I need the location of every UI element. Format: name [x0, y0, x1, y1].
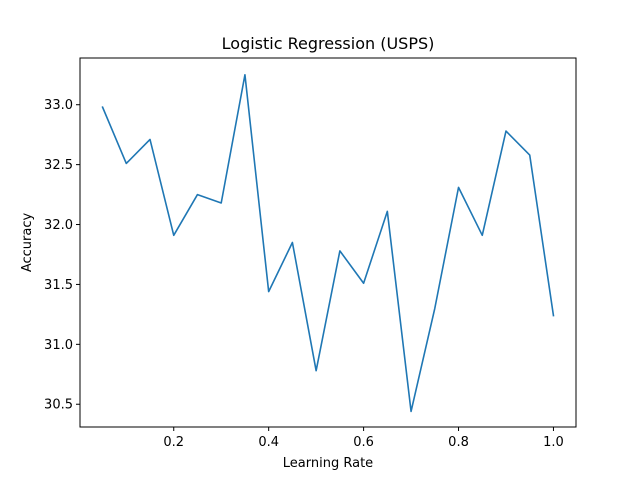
y-tick-label: 30.5 — [44, 398, 73, 413]
y-axis-label: Accuracy — [20, 213, 35, 273]
x-tick-label: 1.0 — [543, 435, 564, 450]
y-tick-label: 31.0 — [44, 338, 73, 353]
y-tick-label: 33.0 — [44, 98, 73, 113]
axes-frame — [79, 57, 577, 428]
y-axis-ticks: 30.5 31.0 31.5 32.0 32.5 33.0 — [44, 98, 80, 413]
y-tick-label: 31.5 — [44, 278, 73, 293]
chart-title: Logistic Regression (USPS) — [222, 34, 435, 53]
x-tick-label: 0.6 — [353, 435, 374, 450]
plot-area — [101, 73, 555, 413]
x-tick-label: 0.8 — [448, 435, 469, 450]
x-axis-label: Learning Rate — [283, 456, 373, 471]
x-tick-label: 0.2 — [163, 435, 184, 450]
x-tick-label: 0.4 — [258, 435, 279, 450]
x-axis-ticks: 0.2 0.4 0.6 0.8 1.0 — [163, 427, 564, 450]
y-tick-label: 32.0 — [44, 218, 73, 233]
y-tick-label: 32.5 — [44, 158, 73, 173]
series-line — [101, 73, 555, 413]
